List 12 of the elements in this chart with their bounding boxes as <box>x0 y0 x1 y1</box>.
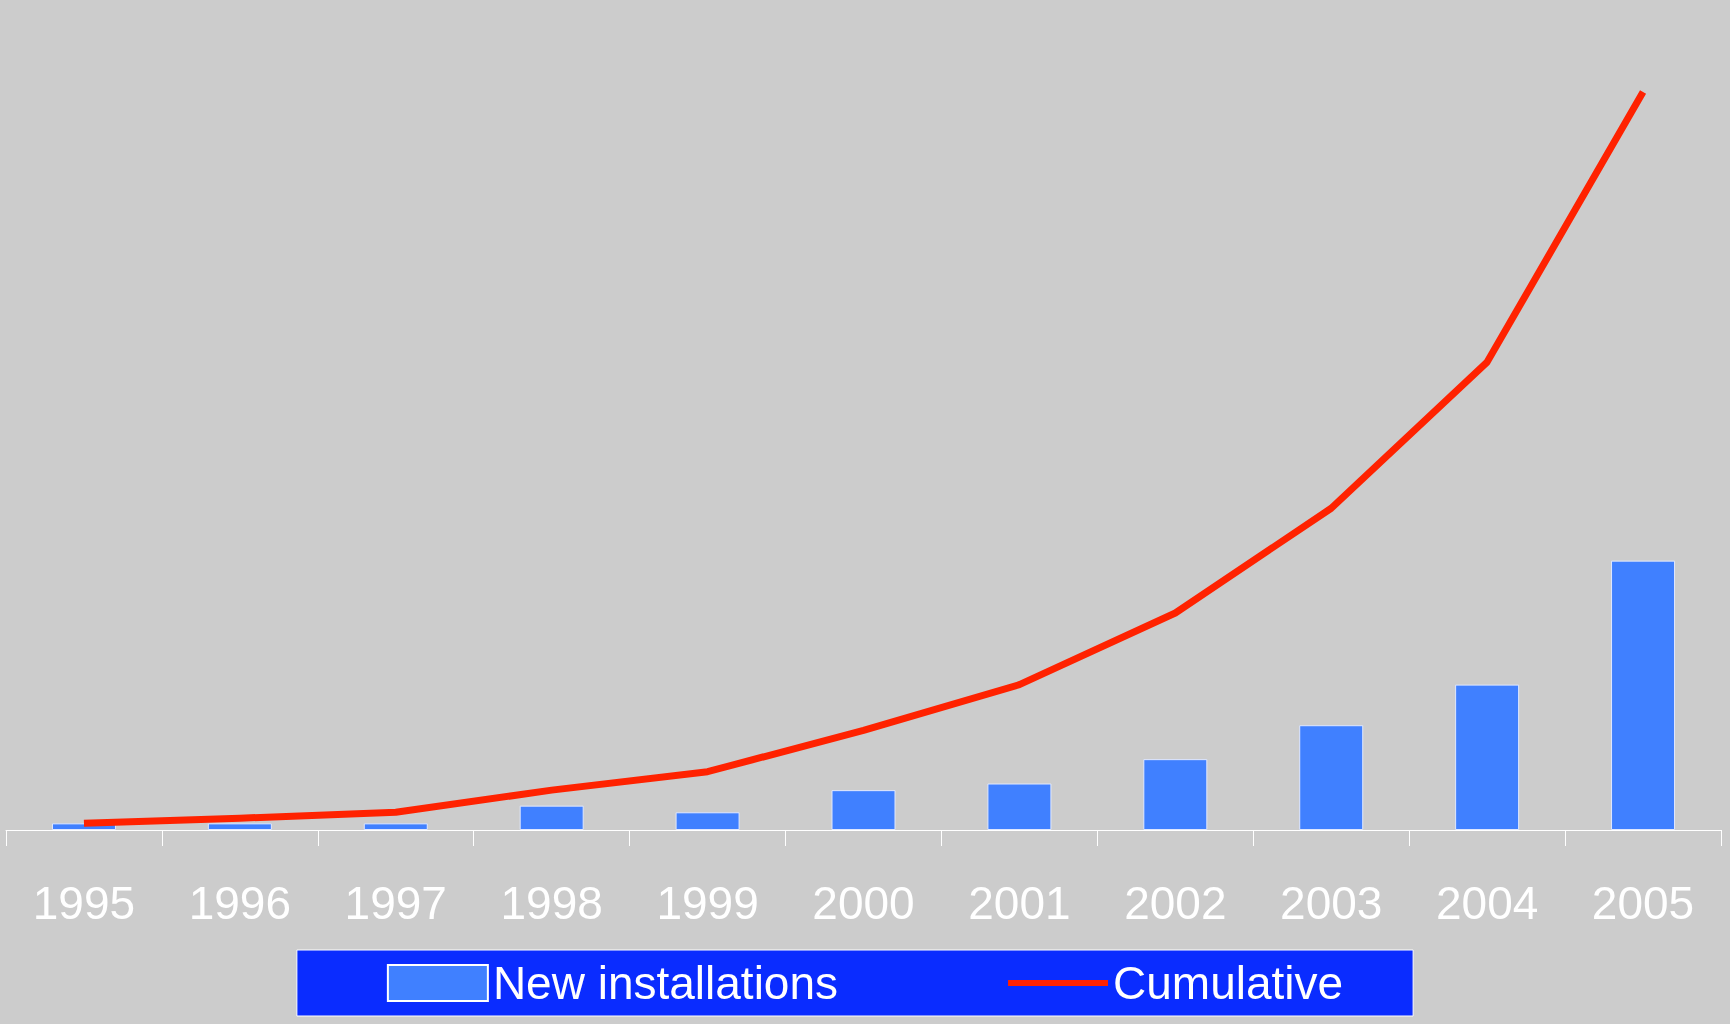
bar <box>1455 684 1520 830</box>
legend-label: Cumulative <box>1113 957 1344 1009</box>
bar <box>1611 560 1676 830</box>
bar <box>831 790 896 830</box>
legend-label: New installations <box>492 957 839 1009</box>
bar <box>1143 759 1208 830</box>
bar <box>1299 725 1364 830</box>
bar <box>675 812 740 830</box>
bar <box>987 783 1052 830</box>
bar <box>363 823 428 830</box>
bar <box>207 823 272 830</box>
bar <box>519 805 584 830</box>
